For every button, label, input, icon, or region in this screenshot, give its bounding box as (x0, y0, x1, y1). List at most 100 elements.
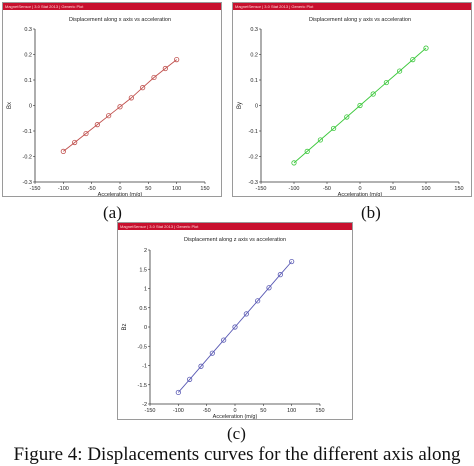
data-point (198, 363, 204, 369)
chart-a: Displacement along x axis vs acceleratio… (7, 17, 210, 196)
data-point (331, 125, 337, 132)
y-tick-label: -0.5 (138, 344, 147, 350)
y-tick-label: 1.5 (139, 267, 147, 273)
data-point (255, 298, 261, 304)
x-tick-label: 50 (145, 186, 151, 192)
data-point (162, 65, 168, 72)
chart-title: Displacement along x axis vs acceleratio… (69, 17, 171, 23)
x-tick-label: 0 (118, 186, 121, 192)
y-tick-label: 0.3 (24, 27, 32, 33)
figure-caption: Figure 4: Displacements curves for the d… (13, 444, 461, 465)
y-axis-label: Bx (7, 102, 13, 109)
y-tick-label: 0 (144, 325, 147, 331)
x-tick-label: 100 (287, 408, 296, 414)
y-tick-label: 0.2 (250, 53, 258, 59)
caption-b: (b) (361, 203, 381, 222)
y-tick-label: 0.1 (24, 78, 32, 84)
y-tick-label: 0 (255, 104, 258, 110)
y-tick-label: 0.1 (250, 78, 258, 84)
y-tick-label: -1.5 (138, 383, 147, 389)
x-tick-label: -50 (203, 408, 211, 414)
caption-c: (c) (227, 424, 246, 443)
data-point (266, 285, 272, 291)
x-tick-label: 150 (315, 408, 324, 414)
series-line (177, 261, 293, 393)
series-line (63, 59, 177, 152)
data-point (317, 137, 324, 143)
y-tick-label: -0.1 (249, 129, 258, 135)
window-title-bar[interactable]: MagnetSensor | 3.0 Stat 2013 | Generic P… (118, 223, 352, 230)
y-tick-label: -0.1 (23, 129, 32, 135)
data-point (128, 95, 134, 101)
data-point (383, 79, 389, 86)
x-tick-label: -50 (88, 186, 96, 192)
data-point (175, 389, 181, 396)
y-tick-label: -2 (142, 402, 147, 408)
y-tick-label: -0.3 (23, 180, 32, 186)
plot-window-a: MagnetSensor | 3.0 Stat 2013 | Generic P… (2, 2, 222, 197)
data-point (151, 74, 157, 81)
x-tick-label: -50 (323, 186, 331, 192)
y-axis-label: By (237, 102, 243, 109)
y-tick-label: 0.5 (139, 306, 147, 312)
data-point (140, 85, 146, 91)
chart-c: Displacement along z axis vs acceleratio… (122, 237, 325, 419)
x-tick-label: -100 (288, 186, 299, 192)
data-point (397, 68, 403, 74)
data-point (277, 272, 283, 278)
data-point (187, 376, 193, 382)
y-tick-label: -0.2 (249, 155, 258, 161)
plot-window-b: MagnetSensor | 3.0 Stat 2013 | Generic P… (232, 2, 472, 197)
x-tick-label: 150 (200, 186, 209, 192)
y-tick-label: 2 (144, 248, 147, 254)
x-axis-label: Acceleration (m/g) (338, 192, 383, 196)
y-tick-label: 1 (144, 287, 147, 293)
y-tick-label: -0.2 (23, 155, 32, 161)
series-line (293, 47, 427, 164)
data-point (221, 337, 227, 343)
x-tick-label: 150 (454, 186, 463, 192)
x-tick-label: -150 (29, 186, 40, 192)
data-point (72, 139, 78, 146)
window-title-bar[interactable]: MagnetSensor | 3.0 Stat 2013 | Generic P… (3, 3, 221, 10)
y-tick-label: -0.3 (249, 180, 258, 186)
data-point (232, 324, 238, 330)
data-point (94, 122, 100, 128)
window-title-bar[interactable]: MagnetSensor | 3.0 Stat 2013 | Generic P… (233, 3, 471, 10)
x-tick-label: 50 (260, 408, 266, 414)
chart-title: Displacement along z axis vs acceleratio… (184, 237, 286, 243)
y-tick-label: -1 (142, 364, 147, 370)
x-tick-label: -150 (144, 408, 155, 414)
chart-b: Displacement along y axis vs acceleratio… (237, 17, 464, 196)
data-point (289, 258, 295, 265)
data-point (243, 311, 249, 317)
y-tick-label: 0.2 (24, 53, 32, 59)
y-tick-label: 0 (29, 104, 32, 110)
data-point (106, 113, 112, 119)
x-axis-label: Acceleration (m/g) (98, 192, 143, 196)
x-axis-label: Acceleration (m/g) (213, 414, 258, 419)
data-point (304, 148, 310, 154)
chart-title: Displacement along y axis vs acceleratio… (309, 17, 411, 23)
x-tick-label: 50 (390, 186, 396, 192)
x-tick-label: 100 (421, 186, 430, 192)
data-point (209, 350, 215, 356)
caption-a: (a) (103, 203, 122, 222)
x-tick-label: 0 (358, 186, 361, 192)
data-point (410, 56, 416, 63)
data-point (370, 91, 376, 97)
y-tick-label: 0.3 (250, 27, 258, 33)
data-point (344, 114, 350, 120)
y-axis-label: Bz (122, 323, 128, 330)
plot-window-c: MagnetSensor | 3.0 Stat 2013 | Generic P… (117, 222, 353, 420)
data-point (60, 148, 66, 154)
data-point (174, 56, 180, 63)
data-point (291, 160, 297, 166)
x-tick-label: -150 (255, 186, 266, 192)
data-point (117, 104, 123, 110)
x-tick-label: 0 (233, 408, 236, 414)
x-tick-label: -100 (173, 408, 184, 414)
data-point (83, 130, 89, 137)
data-point (423, 45, 429, 51)
data-point (357, 102, 363, 109)
